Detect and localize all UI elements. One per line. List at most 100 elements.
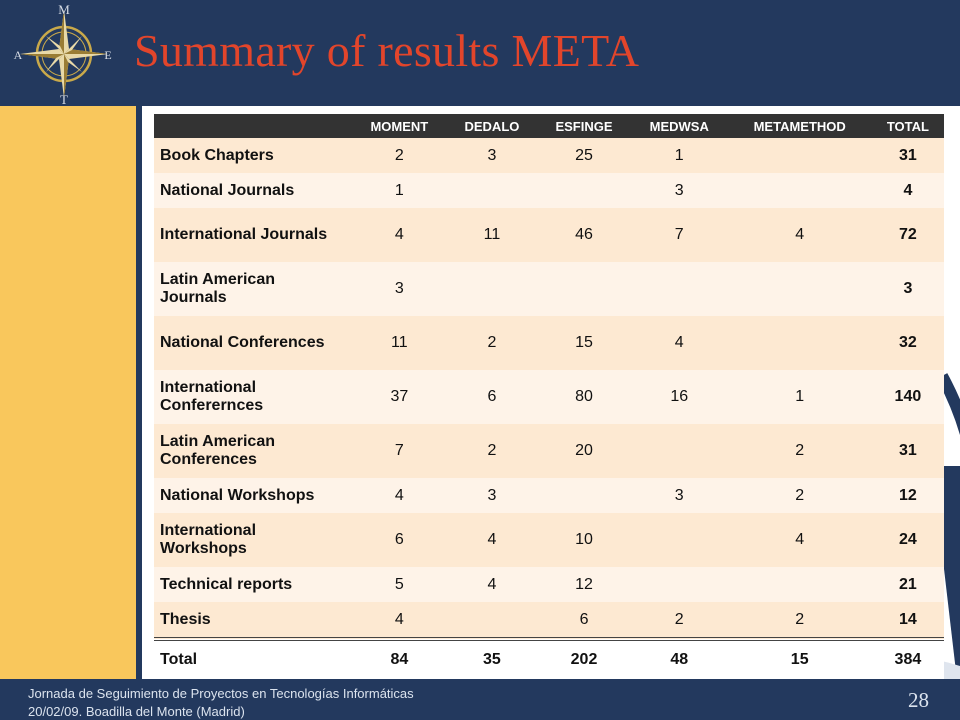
cell-esfinge: 15 <box>537 316 631 370</box>
table-row: Latin American Journals 3 3 <box>154 262 944 316</box>
total-metamethod: 15 <box>727 637 872 679</box>
results-table: MOMENT DEDALO ESFINGE MEDWSA METAMETHOD … <box>154 114 944 679</box>
cell-medwsa: 3 <box>630 478 728 513</box>
cell-esfinge <box>537 262 631 316</box>
cell-metamethod <box>727 138 872 173</box>
total-esfinge: 202 <box>537 637 631 679</box>
cell-esfinge <box>537 478 631 513</box>
cell-dedalo: 3 <box>446 478 538 513</box>
cell-esfinge: 80 <box>537 370 631 424</box>
cell-metamethod: 2 <box>727 478 872 513</box>
left-divider-strip <box>136 106 142 679</box>
cell-medwsa: 4 <box>630 316 728 370</box>
table-row: International Conferernces 37 6 80 16 1 … <box>154 370 944 424</box>
title-bar <box>0 0 960 106</box>
cell-total: 14 <box>871 602 944 639</box>
row-label: National Conferences <box>154 316 352 370</box>
footer-event-name: Jornada de Seguimiento de Proyectos en T… <box>28 686 414 701</box>
row-label: National Journals <box>154 173 352 208</box>
cell-esfinge: 10 <box>537 513 631 567</box>
cell-dedalo: 2 <box>446 316 538 370</box>
cell-total: 32 <box>871 316 944 370</box>
slide-title: Summary of results META <box>134 25 640 76</box>
cell-total: 3 <box>871 262 944 316</box>
cell-metamethod: 4 <box>727 513 872 567</box>
cell-total: 21 <box>871 567 944 602</box>
row-label: Latin American Conferences <box>154 424 352 478</box>
cell-metamethod: 1 <box>727 370 872 424</box>
cell-moment: 1 <box>352 173 447 208</box>
cell-moment: 6 <box>352 513 447 567</box>
cell-medwsa <box>630 262 728 316</box>
footer-date-location: 20/02/09. Boadilla del Monte (Madrid) <box>28 704 245 719</box>
cell-medwsa: 3 <box>630 173 728 208</box>
cell-metamethod <box>727 262 872 316</box>
cell-moment: 37 <box>352 370 447 424</box>
cell-metamethod: 2 <box>727 602 872 639</box>
cell-esfinge <box>537 173 631 208</box>
table-row: National Workshops 4 3 3 2 12 <box>154 478 944 513</box>
cell-moment: 4 <box>352 478 447 513</box>
cell-total: 12 <box>871 478 944 513</box>
cell-esfinge: 12 <box>537 567 631 602</box>
page-number: 28 <box>908 688 929 712</box>
header-cell-row-label <box>154 114 352 138</box>
cell-total: 24 <box>871 513 944 567</box>
header-cell-total: TOTAL <box>871 114 944 138</box>
cell-dedalo: 4 <box>446 567 538 602</box>
cell-esfinge: 6 <box>537 602 631 639</box>
row-label: National Workshops <box>154 478 352 513</box>
row-label: International Conferernces <box>154 370 352 424</box>
table-row: Latin American Conferences 7 2 20 2 31 <box>154 424 944 478</box>
cell-medwsa: 2 <box>630 602 728 639</box>
cell-metamethod <box>727 316 872 370</box>
compass-south-label: T <box>60 92 68 106</box>
cell-medwsa <box>630 424 728 478</box>
total-moment: 84 <box>352 637 447 679</box>
compass-west-label: A <box>14 48 23 62</box>
total-medwsa: 48 <box>630 637 728 679</box>
table-row: National Conferences 11 2 15 4 32 <box>154 316 944 370</box>
cell-total: 140 <box>871 370 944 424</box>
cell-dedalo: 11 <box>446 208 538 262</box>
cell-medwsa <box>630 513 728 567</box>
cell-metamethod: 2 <box>727 424 872 478</box>
cell-esfinge: 46 <box>537 208 631 262</box>
cell-dedalo <box>446 602 538 639</box>
row-label: Technical reports <box>154 567 352 602</box>
header-cell-medwsa: MEDWSA <box>630 114 728 138</box>
row-label: International Journals <box>154 208 352 262</box>
cell-dedalo: 6 <box>446 370 538 424</box>
cell-dedalo <box>446 173 538 208</box>
slide-content-area: MOMENT DEDALO ESFINGE MEDWSA METAMETHOD … <box>142 106 960 679</box>
cell-medwsa: 7 <box>630 208 728 262</box>
row-label: Latin American Journals <box>154 262 352 316</box>
cell-moment: 11 <box>352 316 447 370</box>
table-row: Thesis 4 6 2 2 14 <box>154 602 944 639</box>
cell-moment: 3 <box>352 262 447 316</box>
header-cell-metamethod: METAMETHOD <box>727 114 872 138</box>
footer-bar <box>0 679 960 720</box>
cell-medwsa: 1 <box>630 138 728 173</box>
header-cell-moment: MOMENT <box>352 114 447 138</box>
cell-medwsa <box>630 567 728 602</box>
row-label: International Workshops <box>154 513 352 567</box>
header-cell-dedalo: DEDALO <box>446 114 538 138</box>
cell-total: 4 <box>871 173 944 208</box>
row-label: Thesis <box>154 602 352 639</box>
cell-dedalo: 4 <box>446 513 538 567</box>
cell-dedalo: 3 <box>446 138 538 173</box>
cell-moment: 7 <box>352 424 447 478</box>
table-row: Book Chapters 2 3 25 1 31 <box>154 138 944 173</box>
cell-moment: 4 <box>352 602 447 639</box>
table-total-row: Total 84 35 202 48 15 384 <box>154 637 944 679</box>
table-row: International Journals 4 11 46 7 4 72 <box>154 208 944 262</box>
compass-east-label: E <box>104 48 111 62</box>
cell-dedalo <box>446 262 538 316</box>
cell-moment: 4 <box>352 208 447 262</box>
total-dedalo: 35 <box>446 637 538 679</box>
row-label: Book Chapters <box>154 138 352 173</box>
cell-metamethod <box>727 567 872 602</box>
cell-total: 31 <box>871 424 944 478</box>
cell-esfinge: 25 <box>537 138 631 173</box>
